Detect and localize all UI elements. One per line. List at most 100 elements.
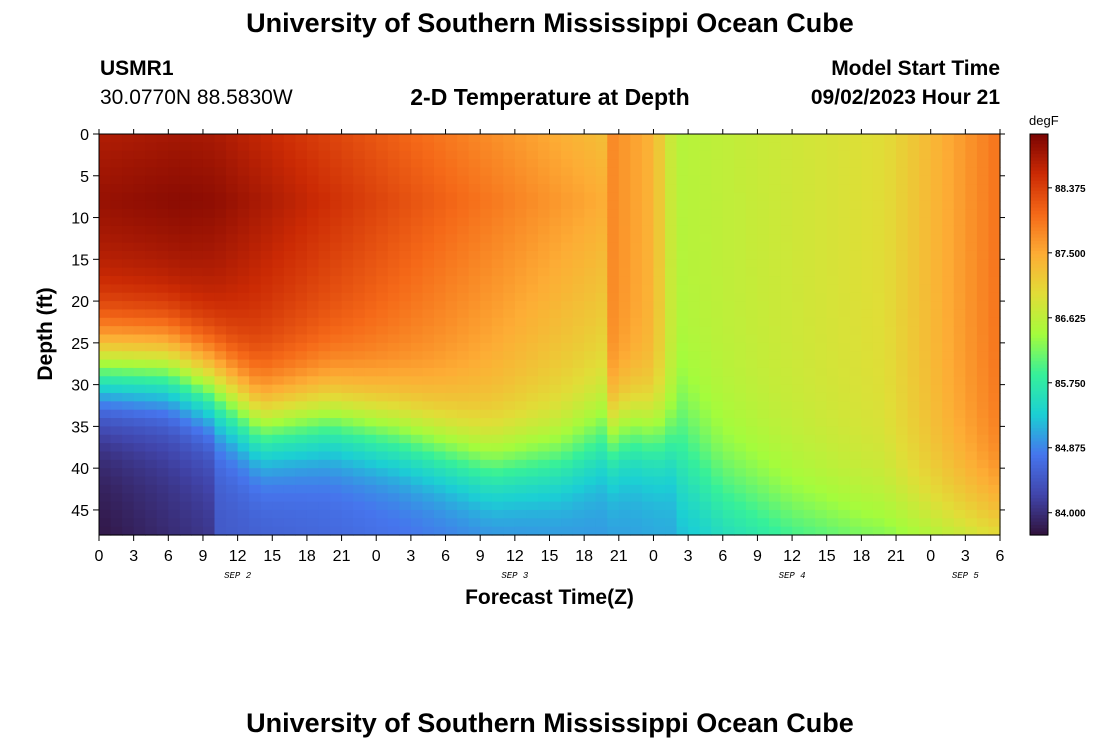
heatmap-cell	[930, 200, 943, 210]
heatmap-cell	[237, 192, 250, 202]
heatmap-cell	[537, 476, 551, 486]
heatmap-cell	[745, 209, 759, 219]
heatmap-cell	[514, 426, 527, 436]
heatmap-cell	[884, 468, 897, 478]
heatmap-cell	[641, 409, 655, 419]
heatmap-cell	[445, 184, 458, 194]
heatmap-cell	[376, 326, 389, 336]
heatmap-cell	[410, 209, 424, 219]
heatmap-cell	[306, 309, 320, 319]
heatmap-cell	[930, 309, 943, 319]
heatmap-cell	[156, 292, 169, 302]
heatmap-cell	[249, 267, 262, 277]
heatmap-cell	[676, 150, 689, 160]
heatmap-cell	[919, 184, 932, 194]
heatmap-cell	[965, 276, 978, 285]
heatmap-cell	[503, 468, 516, 478]
heatmap-cell	[214, 134, 227, 143]
heatmap-cell	[306, 509, 320, 519]
heatmap-cell	[526, 451, 539, 461]
heatmap-cell	[618, 284, 631, 294]
heatmap-cell	[514, 250, 527, 260]
heatmap-cell	[330, 426, 343, 436]
heatmap-cell	[214, 342, 227, 352]
heatmap-cell	[364, 134, 377, 143]
heatmap-cell	[330, 392, 343, 402]
heatmap-cell	[260, 250, 273, 260]
heatmap-cell	[607, 267, 620, 277]
heatmap-cell	[341, 267, 354, 277]
heatmap-cell	[387, 250, 400, 260]
colorbar-segment	[1030, 170, 1048, 175]
heatmap-cell	[803, 200, 816, 210]
heatmap-cell	[237, 259, 250, 269]
heatmap-cell	[919, 384, 932, 394]
heatmap-cell	[607, 134, 620, 143]
heatmap-cell	[953, 234, 966, 244]
heatmap-cell	[838, 301, 851, 311]
heatmap-cell	[133, 217, 146, 227]
heatmap-cell	[341, 418, 354, 427]
heatmap-cell	[99, 209, 112, 219]
heatmap-cell	[595, 167, 608, 177]
heatmap-cell	[676, 134, 689, 143]
heatmap-cell	[330, 167, 343, 177]
heatmap-cell	[653, 225, 666, 235]
heatmap-cell	[595, 175, 608, 185]
heatmap-cell	[953, 526, 966, 536]
heatmap-cell	[780, 342, 793, 352]
heatmap-cell	[676, 384, 689, 394]
heatmap-cell	[260, 434, 273, 444]
heatmap-cell	[988, 518, 1001, 528]
heatmap-cell	[838, 518, 851, 528]
heatmap-cell	[815, 392, 828, 402]
heatmap-cell	[641, 384, 655, 394]
heatmap-cell	[722, 225, 735, 235]
heatmap-cell	[491, 317, 504, 327]
heatmap-cell	[526, 443, 539, 453]
heatmap-cell	[433, 451, 447, 461]
heatmap-cell	[849, 309, 862, 319]
heatmap-cell	[133, 276, 146, 285]
heatmap-cell	[468, 434, 481, 444]
heatmap-cell	[768, 326, 782, 336]
heatmap-cell	[295, 468, 308, 478]
heatmap-cell	[341, 443, 354, 453]
heatmap-cell	[595, 476, 608, 486]
heatmap-cell	[815, 234, 828, 244]
heatmap-cell	[988, 401, 1001, 411]
heatmap-cell	[295, 217, 308, 227]
heatmap-cell	[364, 351, 377, 361]
heatmap-cell	[792, 175, 805, 185]
heatmap-cell	[618, 476, 631, 486]
heatmap-cell	[537, 150, 551, 160]
heatmap-cell	[584, 184, 597, 194]
heatmap-cell	[480, 276, 493, 285]
heatmap-cell	[618, 392, 631, 402]
heatmap-cell	[953, 342, 966, 352]
heatmap-cell	[237, 351, 250, 361]
heatmap-cell	[145, 167, 158, 177]
heatmap-cell	[607, 292, 620, 302]
heatmap-cell	[376, 351, 389, 361]
heatmap-cell	[306, 334, 320, 344]
heatmap-cell	[768, 150, 782, 160]
heatmap-cell	[341, 317, 354, 327]
heatmap-cell	[410, 142, 424, 152]
heatmap-cell	[549, 359, 562, 369]
heatmap-cell	[422, 309, 435, 319]
heatmap-cell	[607, 200, 620, 210]
heatmap-cell	[884, 225, 897, 235]
heatmap-cell	[884, 476, 897, 486]
heatmap-cell	[179, 175, 193, 185]
heatmap-cell	[780, 334, 793, 344]
heatmap-cell	[260, 476, 273, 486]
heatmap-cell	[133, 225, 146, 235]
heatmap-cell	[387, 384, 400, 394]
heatmap-cell	[226, 384, 239, 394]
heatmap-cell	[838, 234, 851, 244]
heatmap-cell	[872, 509, 886, 519]
heatmap-cell	[480, 326, 493, 336]
heatmap-cell	[168, 225, 181, 235]
heatmap-cell	[168, 342, 181, 352]
